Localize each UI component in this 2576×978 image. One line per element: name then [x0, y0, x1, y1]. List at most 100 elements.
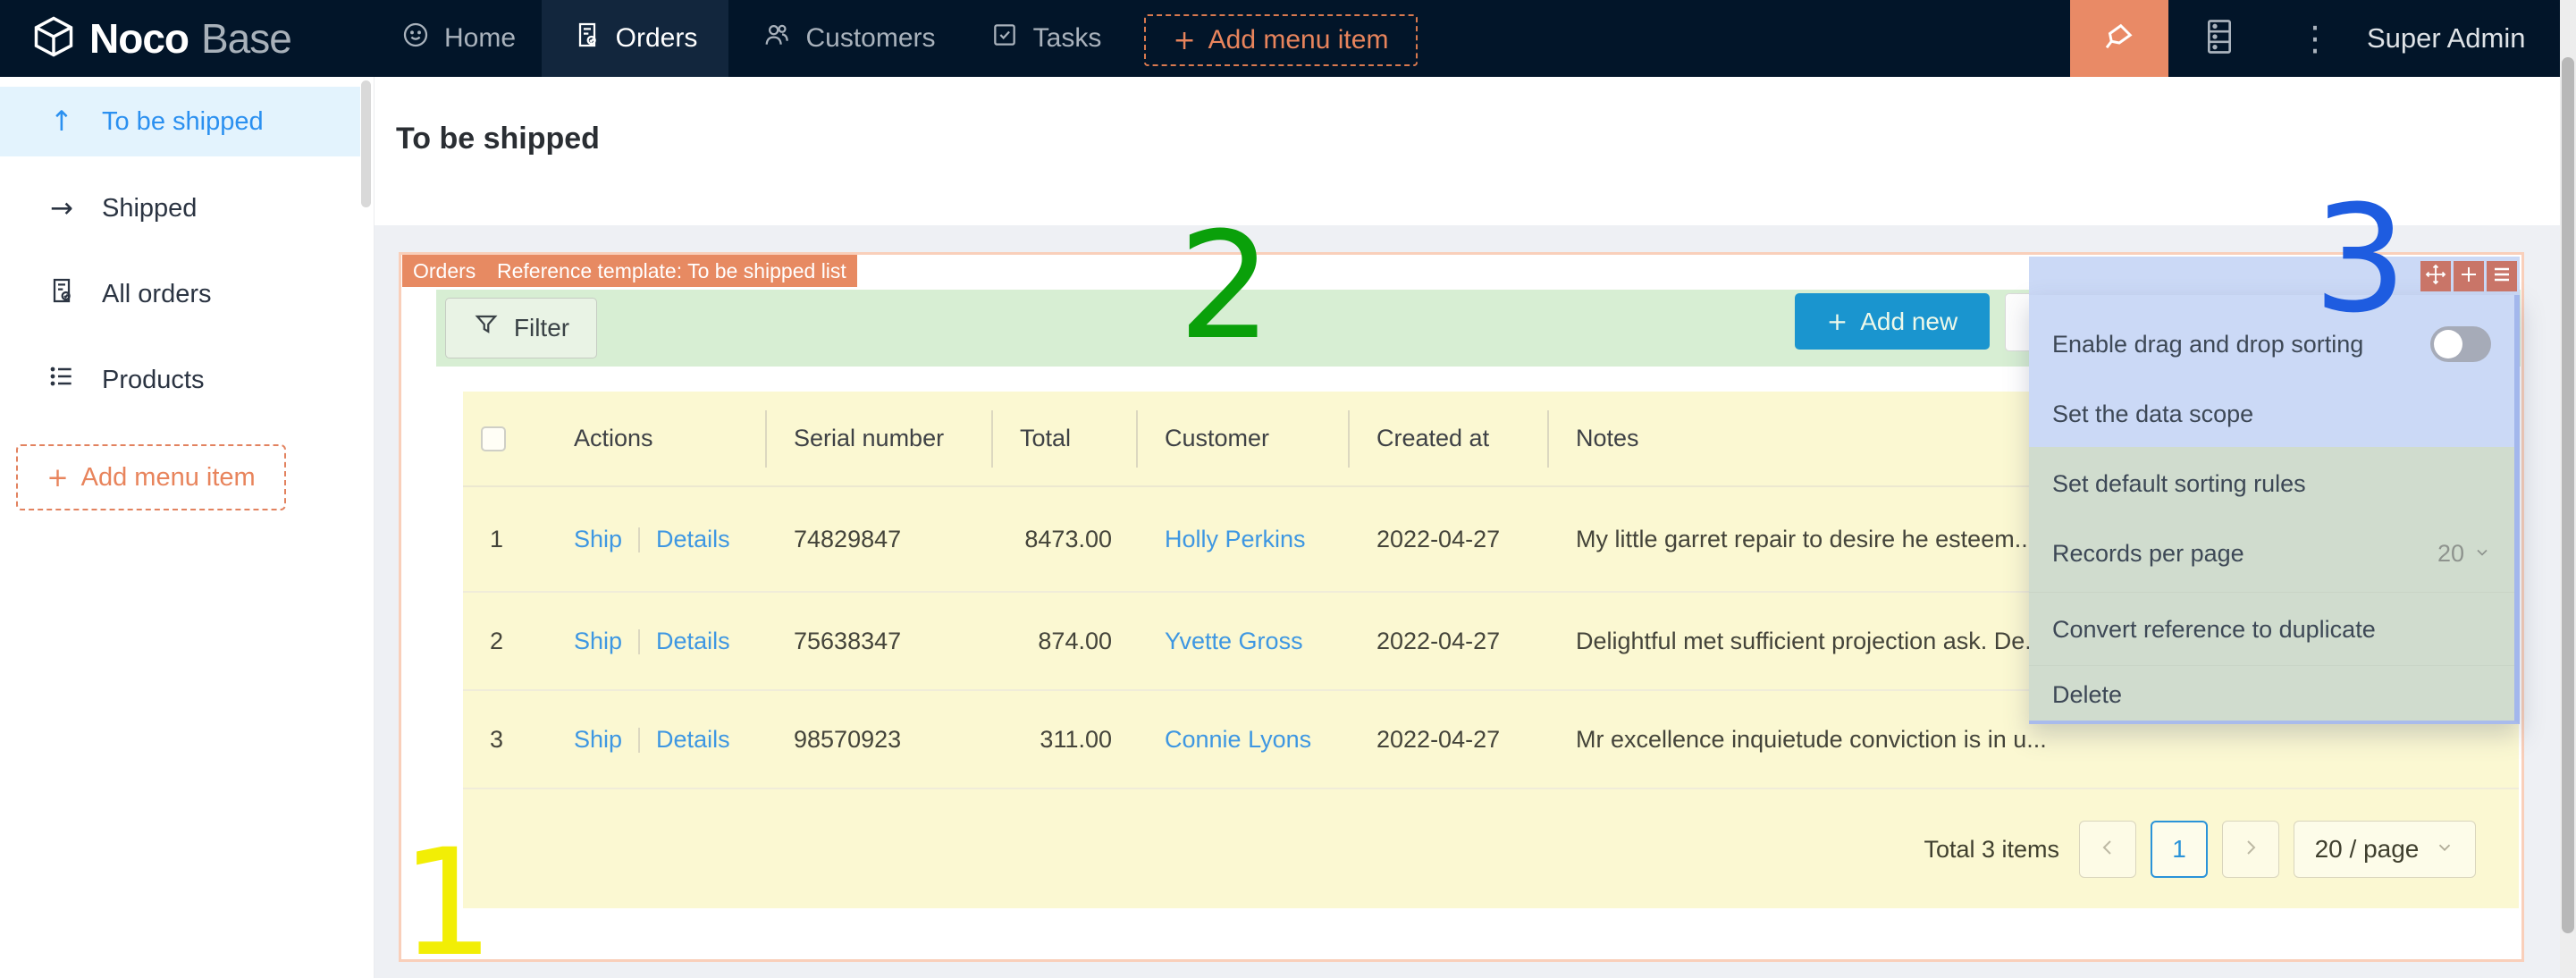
filter-funnel-icon: [473, 312, 500, 345]
total-cell: 311.00: [1040, 725, 1112, 753]
nocobase-logo[interactable]: Noco Base: [30, 0, 292, 77]
table-row: 1 Ship Details 74829847 8473.00 Holly Per…: [463, 487, 2519, 593]
menu-section-lower: [2029, 447, 2514, 721]
chevron-left-icon: [2097, 837, 2118, 863]
sidebar-item-label: Shipped: [102, 193, 198, 223]
customer-link[interactable]: Yvette Gross: [1165, 627, 1303, 654]
column-header-notes[interactable]: Notes: [1547, 409, 2519, 468]
details-link[interactable]: Details: [656, 627, 730, 654]
page-size-value: 20 / page: [2314, 835, 2420, 863]
column-header-created-at[interactable]: Created at: [1348, 409, 1547, 468]
nav-tab-customers[interactable]: Customers: [751, 0, 947, 77]
sidebar-item-all-orders[interactable]: All orders: [0, 259, 360, 329]
hamburger-menu-icon: [2491, 264, 2513, 290]
nav-tab-label: Orders: [615, 23, 698, 53]
drag-sorting-toggle[interactable]: [2430, 326, 2491, 362]
menu-item-label: Set the data scope: [2052, 400, 2254, 427]
ship-link[interactable]: Ship: [574, 525, 623, 552]
menu-divider: [2029, 665, 2514, 666]
nav-tab-home[interactable]: Home: [375, 0, 542, 77]
file-check-icon: [46, 276, 77, 312]
current-user-menu[interactable]: Super Admin: [2367, 0, 2526, 77]
add-new-button[interactable]: + Add new: [1795, 293, 1990, 350]
block-settings-menu: Enable drag and drop sorting Set the dat…: [2029, 295, 2520, 724]
menu-item-label: Enable drag and drop sorting: [2052, 330, 2364, 358]
add-block-button[interactable]: [2454, 261, 2484, 291]
sidebar-item-to-be-shipped[interactable]: ↑ To be shipped: [0, 87, 360, 156]
sidebar-add-menu-item-button[interactable]: + Add menu item: [16, 444, 286, 510]
more-options-button[interactable]: ⋮: [2288, 0, 2342, 77]
menu-item-delete[interactable]: Delete: [2029, 669, 2514, 721]
arrow-right-icon: →: [50, 192, 73, 224]
notes-cell: Mr excellence inquietude conviction is i…: [1576, 725, 2047, 753]
home-smiley-icon: [401, 21, 430, 56]
ship-link[interactable]: Ship: [574, 627, 623, 654]
sidebar-scrollbar[interactable]: [361, 80, 371, 207]
ship-link[interactable]: Ship: [574, 725, 623, 753]
nav-tab-orders[interactable]: Orders: [542, 0, 728, 77]
customers-team-icon: [762, 21, 791, 56]
menu-highlight-blue: [2029, 295, 2514, 447]
serial-number-cell: 75638347: [794, 627, 902, 654]
table-row: 2 Ship Details 75638347 874.00 Yvette Gro…: [463, 593, 2519, 691]
pagination-next-button[interactable]: [2222, 821, 2279, 878]
select-all-checkbox[interactable]: [481, 426, 506, 451]
filter-button[interactable]: Filter: [445, 298, 597, 358]
action-divider: [638, 629, 641, 655]
page-title: To be shipped: [396, 122, 600, 156]
customer-link[interactable]: Connie Lyons: [1165, 725, 1312, 753]
nav-tab-label: Customers: [805, 23, 936, 53]
kebab-menu-icon: ⋮: [2298, 19, 2332, 58]
customer-cell: Holly Perkins: [1136, 526, 1348, 553]
row-index: 2: [490, 627, 504, 654]
column-header-actions[interactable]: Actions: [574, 425, 653, 451]
column-header-total[interactable]: Total: [991, 409, 1136, 468]
page-header: [374, 77, 2560, 225]
actions-cell: Ship Details: [545, 628, 765, 655]
action-divider: [638, 527, 641, 553]
toggle-knob: [2434, 330, 2462, 358]
plus-icon: +: [1173, 24, 1196, 56]
details-link[interactable]: Details: [656, 725, 730, 753]
logo-text-bold: Noco: [89, 15, 189, 62]
menu-item-label: Records per page: [2052, 539, 2244, 567]
annotation-number-3: 3: [2313, 173, 2407, 345]
ui-editor-button[interactable]: [2070, 0, 2168, 77]
pagination-prev-button[interactable]: [2079, 821, 2136, 878]
logo-cube-icon: [30, 13, 77, 64]
block-settings-button[interactable]: [2487, 261, 2517, 291]
chevron-right-icon: [2240, 837, 2261, 863]
actions-cell: Ship Details: [545, 526, 765, 553]
nav-add-menu-item-label: Add menu item: [1208, 25, 1389, 55]
sidebar-item-products[interactable]: Products: [0, 345, 360, 415]
menu-item-enable-drag-sorting[interactable]: Enable drag and drop sorting: [2029, 309, 2514, 379]
column-header-serial-number[interactable]: Serial number: [765, 409, 991, 468]
menu-item-records-per-page[interactable]: Records per page 20: [2029, 519, 2514, 588]
collections-database-button[interactable]: [2188, 0, 2251, 77]
logo-text-light: Base: [201, 15, 292, 62]
drag-handle-button[interactable]: [2420, 261, 2451, 291]
customer-link[interactable]: Holly Perkins: [1165, 525, 1306, 552]
sidebar-add-menu-item-label: Add menu item: [80, 462, 256, 492]
page-size-select[interactable]: 20 / page: [2294, 821, 2476, 878]
annotation-number-2: 2: [1178, 200, 1272, 372]
actions-cell: Ship Details: [545, 726, 765, 754]
details-link[interactable]: Details: [656, 525, 730, 552]
nav-add-menu-item-button[interactable]: + Add menu item: [1144, 14, 1418, 66]
block-badge-template: Reference template: To be shipped list: [486, 255, 857, 287]
column-header-customer[interactable]: Customer: [1136, 409, 1348, 468]
menu-item-set-data-scope[interactable]: Set the data scope: [2029, 379, 2514, 449]
nav-tab-tasks[interactable]: Tasks: [974, 0, 1117, 77]
menu-item-set-default-sorting[interactable]: Set default sorting rules: [2029, 449, 2514, 519]
drag-move-icon: [2425, 264, 2446, 290]
customer-cell: Connie Lyons: [1136, 726, 1348, 754]
pagination-page-1-button[interactable]: 1: [2151, 821, 2208, 878]
sidebar-item-shipped[interactable]: → Shipped: [0, 173, 360, 243]
created-at-cell: 2022-04-27: [1376, 525, 1501, 552]
row-index: 3: [490, 725, 504, 753]
menu-item-convert-reference[interactable]: Convert reference to duplicate: [2029, 595, 2514, 663]
created-at-cell: 2022-04-27: [1376, 725, 1501, 753]
page-scrollbar-thumb[interactable]: [2562, 57, 2574, 933]
customer-cell: Yvette Gross: [1136, 628, 1348, 655]
